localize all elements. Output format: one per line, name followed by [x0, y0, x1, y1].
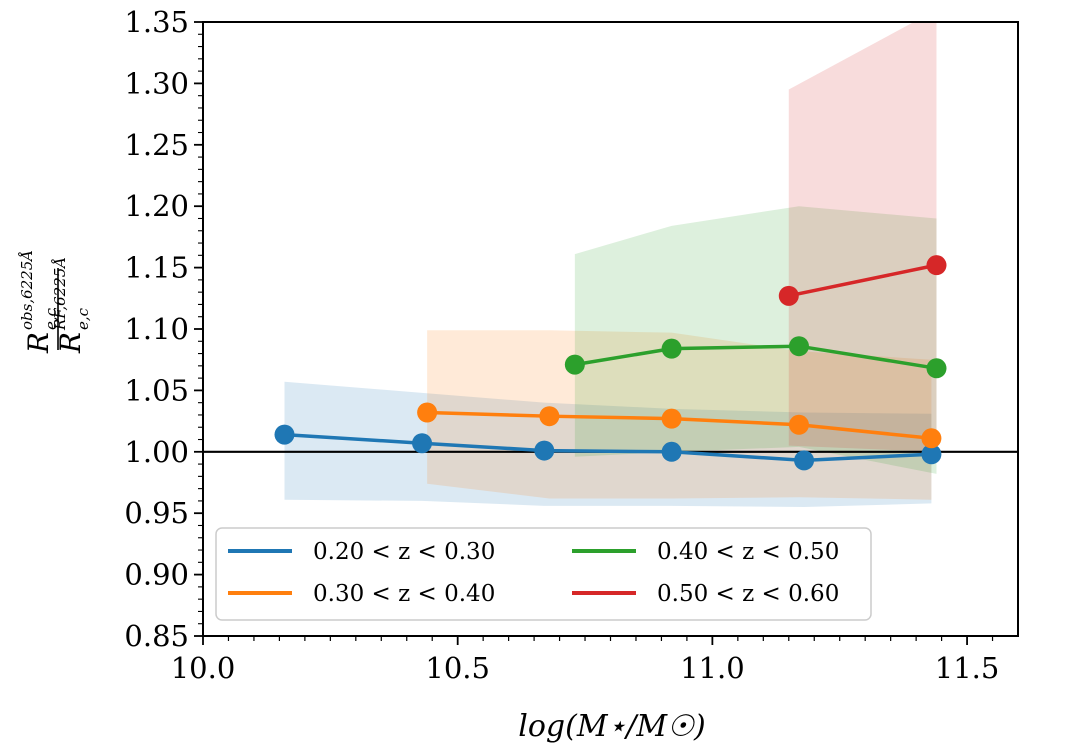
y-title-denominator-sup: RF,6225Å [51, 257, 69, 331]
y-tick-label: 1.15 [124, 251, 189, 285]
data-point [661, 441, 682, 462]
data-point [534, 440, 555, 461]
y-title-denominator-sub: e,c [74, 307, 92, 330]
data-point [564, 354, 585, 375]
data-point [661, 408, 682, 429]
y-title-denominator: R [54, 332, 87, 354]
data-point [539, 406, 560, 427]
legend-label-0: 0.20 < z < 0.30 [313, 539, 495, 565]
data-point [794, 450, 815, 471]
y-tick-label: 1.10 [124, 312, 189, 346]
x-tick-label: 11.5 [935, 651, 1000, 685]
y-tick-label: 1.05 [124, 373, 189, 407]
band-3 [788, 22, 937, 452]
x-tick-label: 11.0 [680, 651, 745, 685]
data-point [788, 336, 809, 357]
y-axis-ticks: 0.85 0.90 0.95 1.00 1.05 1.10 1.15 1.20 1.25 1.30… [124, 5, 203, 653]
legend: 0.20 < z < 0.30 0.30 < z < 0.40 0.40 < z… [215, 527, 872, 621]
y-tick-label: 1.20 [124, 189, 189, 223]
data-point [921, 428, 942, 449]
data-point [417, 402, 438, 423]
series-line-2 [574, 344, 937, 371]
y-tick-label: 1.25 [124, 128, 189, 162]
legend-label-3: 0.50 < z < 0.60 [657, 581, 839, 607]
x-axis-ticks: 10.0 10.5 11.0 11.5 [171, 636, 1000, 685]
band-2 [574, 206, 937, 474]
y-title-numerator-sup: obs,6225Å [18, 250, 36, 330]
y-axis-title: R e,c obs,6225Å R e,c RF,6225Å [18, 250, 92, 354]
y-title-numerator: R [22, 332, 55, 354]
data-point [661, 338, 682, 359]
series-lines [274, 255, 947, 471]
y-tick-label: 1.35 [124, 5, 189, 39]
plot-frame [202, 21, 1019, 637]
series-line-0 [284, 432, 932, 463]
confidence-bands [284, 22, 937, 508]
data-point [921, 444, 942, 465]
data-point [926, 358, 947, 379]
series-line-3 [788, 263, 937, 298]
legend-box [215, 527, 872, 621]
y-tick-label: 0.95 [124, 496, 189, 530]
data-point [778, 285, 799, 306]
y-tick-label: 1.00 [124, 435, 189, 469]
data-point [788, 414, 809, 435]
data-point [926, 255, 947, 276]
y-tick-label: 0.90 [124, 558, 189, 592]
y-tick-label: 0.85 [124, 619, 189, 653]
x-tick-label: 10.5 [425, 651, 490, 685]
legend-label-2: 0.40 < z < 0.50 [657, 539, 839, 565]
data-point [274, 424, 295, 445]
legend-label-1: 0.30 < z < 0.40 [313, 581, 495, 607]
y-tick-label: 1.30 [124, 66, 189, 100]
y-title-numerator-sub: e,c [42, 307, 60, 330]
x-tick-label: 10.0 [171, 651, 236, 685]
data-point [412, 433, 433, 454]
x-axis-title: log(M⋆/M☉) [518, 709, 706, 744]
